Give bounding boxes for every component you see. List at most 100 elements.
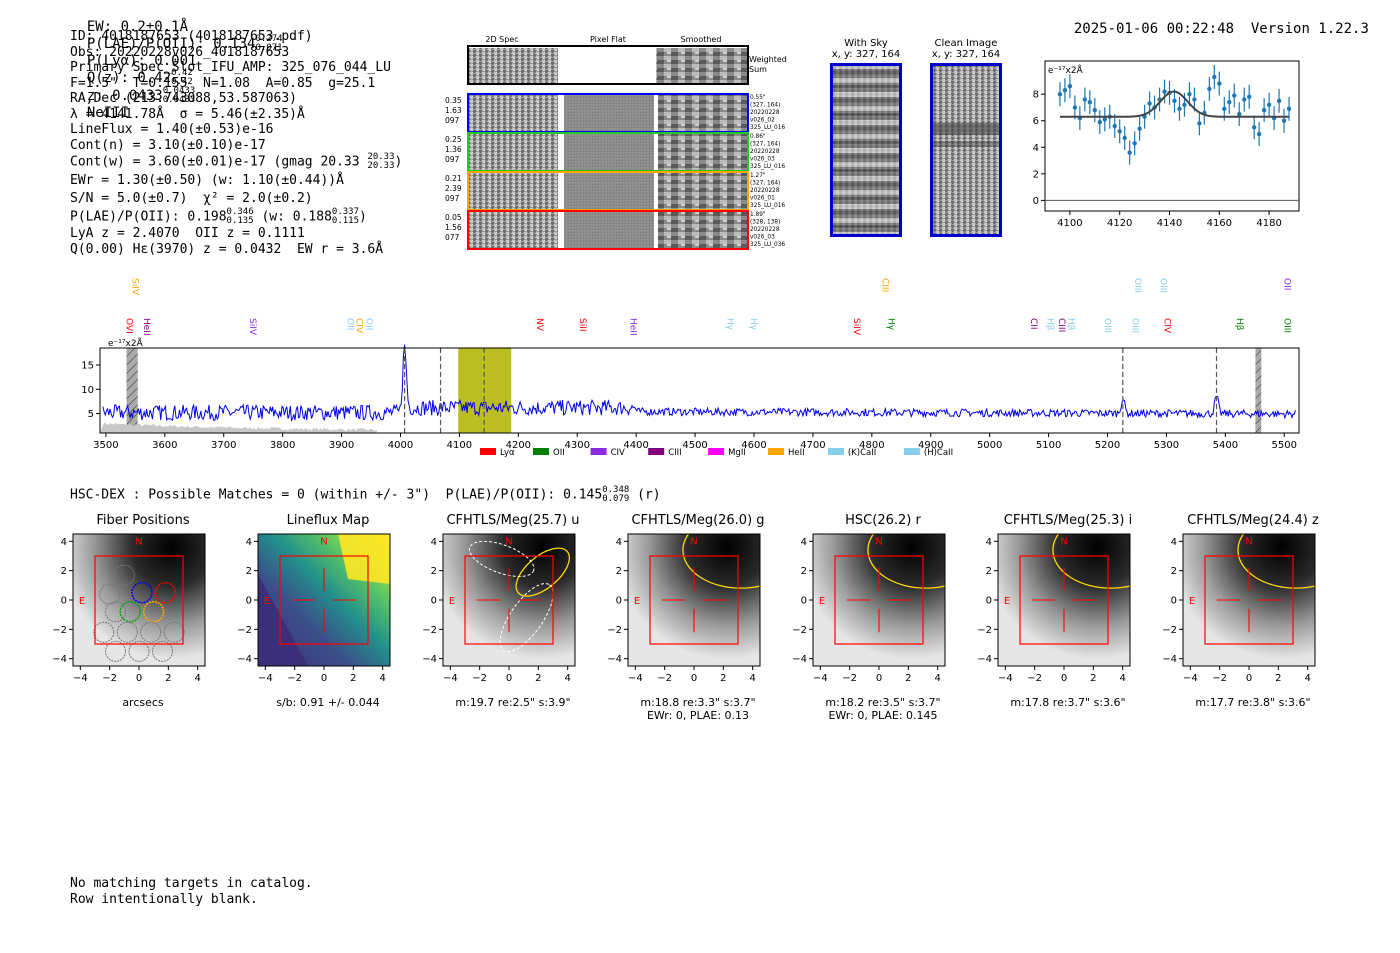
legend-swatch	[480, 448, 496, 455]
footer-line-1: No matching targets in catalog.	[70, 876, 313, 891]
pixel-flat-cell	[564, 172, 654, 210]
clean-image	[930, 63, 1002, 237]
data-point	[1286, 106, 1292, 111]
fit-xtick-label: 4100	[1057, 218, 1082, 229]
cutout-xtick: −4	[258, 673, 273, 684]
header-summary: EW: 0.2±0.1Å P(LAE)/P(OII): 0.134 0.274 0.…	[70, 3, 291, 121]
info-plae2-w: (w: 0.188	[261, 209, 332, 224]
header-timestamp-version: 2025-01-06 00:22:48 Version 1.22.3	[1057, 5, 1369, 37]
cutout-ytick: 4	[616, 537, 622, 548]
east-label: E	[1189, 596, 1195, 607]
legend-label: MgII	[728, 448, 746, 458]
info-block: ID: 4018187653 (4018187653.pdf) Obs: 202…	[70, 29, 402, 257]
cutout-title: CFHTLS/Meg(25.7) u	[446, 513, 580, 528]
cutout-xtick: −4	[998, 673, 1013, 684]
cutout-xlabel: m:18.8 re:3.3" s:3.7"	[640, 696, 756, 709]
cutout-image: N E −4 −4 −2 −2 0 0 2 2 4 4	[1153, 530, 1353, 700]
data-point	[1251, 125, 1257, 130]
spec2d-row-left-label: 0.35	[445, 96, 462, 105]
smoothed-cell	[658, 211, 748, 249]
cutout-xtick: 4	[1119, 673, 1125, 684]
data-point	[1057, 91, 1063, 97]
cutout-xtick: −2	[1027, 673, 1042, 684]
header-z-hi: 0.0433	[162, 86, 196, 96]
spectral-line-label: OIII	[1281, 318, 1291, 333]
info-sn: S/N = 5.0(±0.7) χ² = 2.0(±0.2)	[70, 190, 313, 206]
cutout-ytick: 0	[801, 596, 807, 607]
info-lambda: λ = 4141.78Å σ = 5.46(±2.35)Å	[70, 106, 305, 122]
cutout-ytick: 2	[246, 566, 252, 577]
spectral-line-label: Hβ	[1066, 318, 1076, 331]
spectrum-xtick-label: 4100	[447, 440, 472, 451]
cutout-xtick: 4	[1304, 673, 1310, 684]
spec2d-row-right-label: 325_LU_016	[750, 203, 785, 209]
spectrum-xtick-label: 4700	[800, 440, 825, 451]
spec2d-row-left-label: 0.21	[445, 174, 462, 183]
spec2d-row-frame	[467, 210, 749, 250]
search-box	[834, 555, 924, 645]
search-box	[1019, 555, 1109, 645]
cutout-xtick: −2	[287, 673, 302, 684]
legend-swatch	[708, 448, 725, 455]
search-box	[649, 555, 739, 645]
spectrum-xtick-label: 4300	[565, 440, 590, 451]
spec2d-header-2: Smoothed	[681, 35, 722, 44]
footer-line-2: Row intentionally blank.	[70, 891, 258, 907]
spec2d-row-right-label: 0.55"	[750, 95, 766, 101]
pixel-flat-cell	[564, 94, 654, 132]
data-point	[1232, 93, 1237, 98]
info-plae2-w-hi: 0.337	[331, 206, 360, 217]
spectral-line-label: OVI	[124, 318, 134, 334]
info-radec: RA,Dec (213.743088,53.587063)	[70, 91, 297, 106]
spectrum-xtick-label: 3500	[93, 440, 118, 451]
cutout-ytick: −2	[1162, 625, 1177, 636]
cutout-xtick: −2	[472, 673, 487, 684]
cutout-xtick: −4	[1183, 673, 1198, 684]
spectral-line-label: CIV	[1162, 318, 1172, 334]
cutout-xtick: −4	[628, 673, 643, 684]
data-point	[1062, 88, 1068, 93]
line-fit-chart: e⁻¹⁷x2Å 4100 4120 4140 4160 4180 0 2 4 6 8	[1033, 60, 1300, 229]
legend-swatch	[590, 448, 607, 455]
spectral-line-label: NV	[534, 318, 544, 332]
spectrum-unit: e⁻¹⁷x2Å	[108, 337, 144, 349]
info-lineflux: LineFlux = 1.40(±0.53)e-16	[70, 122, 274, 137]
cutout-image: N E −4 −4 −2 −2 0 0 2 2 4 4	[783, 530, 983, 700]
data-point	[1132, 141, 1137, 146]
line-fit-unit: e⁻¹⁷x2Å	[1048, 64, 1084, 76]
legend-label: Lyα	[500, 448, 515, 458]
spec2d-row-left-label: 1.63	[445, 106, 462, 115]
spectrum-xtick-label: 4600	[741, 440, 766, 451]
info-plae2-hi: 0.346	[226, 206, 254, 217]
data-point	[1266, 102, 1272, 108]
fit-xtick-label: 4120	[1107, 218, 1132, 229]
cutout-ytick: 4	[986, 537, 992, 548]
cutout-ytick: 4	[431, 537, 437, 548]
header-plae-hi: 0.274	[255, 34, 283, 44]
data-point	[1276, 98, 1282, 104]
info-id: ID: 4018187653 (4018187653.pdf)	[70, 29, 313, 44]
data-point	[1092, 107, 1098, 113]
fiber-circle	[119, 600, 141, 623]
search-box	[94, 555, 184, 645]
cutout-xtick: 0	[136, 673, 142, 684]
cutout-ytick: 4	[61, 537, 67, 548]
search-box	[1204, 555, 1294, 645]
spectral-line-label: SiIV	[129, 278, 139, 296]
search-box	[464, 555, 554, 645]
hsc-band: (r)	[637, 487, 661, 503]
cutout-ytick: −2	[237, 625, 252, 636]
cutout-ytick: −2	[792, 625, 807, 636]
spectrum-frame	[99, 347, 1300, 434]
data-point	[1147, 101, 1152, 106]
header-qz: Q(z): 0.42	[86, 70, 172, 86]
search-box	[279, 555, 369, 645]
spec2d-cell	[468, 172, 558, 210]
masked-region	[126, 348, 138, 433]
spec2d-row-left-label: 1.36	[445, 145, 462, 154]
header-z: z: 0.0433	[86, 88, 163, 104]
cutout-xtick: 2	[1090, 673, 1096, 684]
spectrum-xtick-label: 4800	[859, 440, 884, 451]
data-point	[1117, 129, 1122, 134]
fiber-circle	[151, 640, 173, 662]
